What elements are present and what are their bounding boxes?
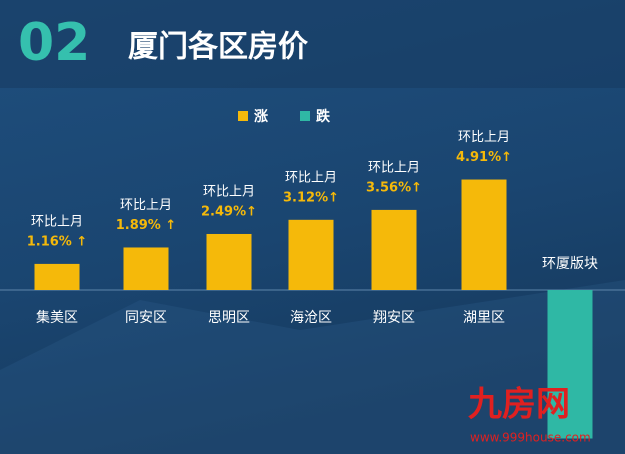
legend-swatch [300,111,310,121]
category-label: 环厦版块 [542,256,598,272]
category-label: 湖里区 [463,310,505,326]
value-label: 1.16% ↑ [27,234,88,249]
bar [371,209,417,290]
legend-label: 涨 [254,109,268,125]
bar [123,247,169,290]
header-title: 厦门各区房价 [128,30,308,65]
annotation: 环比上月 [31,214,83,229]
watermark-url: www.999house.com [470,431,591,445]
category-label: 同安区 [125,310,167,326]
legend-label: 跌 [316,109,331,125]
category-label: 海沧区 [290,309,332,326]
value-label: 4.91%↑ [456,150,512,165]
annotation: 环比上月 [120,198,172,213]
watermark-brand: 九房网 [468,385,570,425]
bar [288,219,334,290]
category-label: 集美区 [36,309,78,326]
background-shape [0,280,625,454]
value-label: 3.12%↑ [283,190,339,205]
legend-swatch [238,111,248,121]
bar [206,233,252,290]
value-label: 2.49%↑ [201,204,257,219]
annotation: 环比上月 [368,160,420,175]
header-band [0,0,625,88]
bar [461,179,507,290]
annotation: 环比上月 [203,184,255,199]
bar [547,290,593,439]
category-label: 思明区 [208,310,250,326]
value-label: 3.56%↑ [366,180,422,195]
value-label: 1.89% ↑ [116,218,177,233]
bar [34,263,80,290]
category-label: 翔安区 [373,310,415,326]
annotation: 环比上月 [458,130,510,145]
annotation: 环比上月 [285,170,337,185]
header-number: 02 [18,13,90,73]
